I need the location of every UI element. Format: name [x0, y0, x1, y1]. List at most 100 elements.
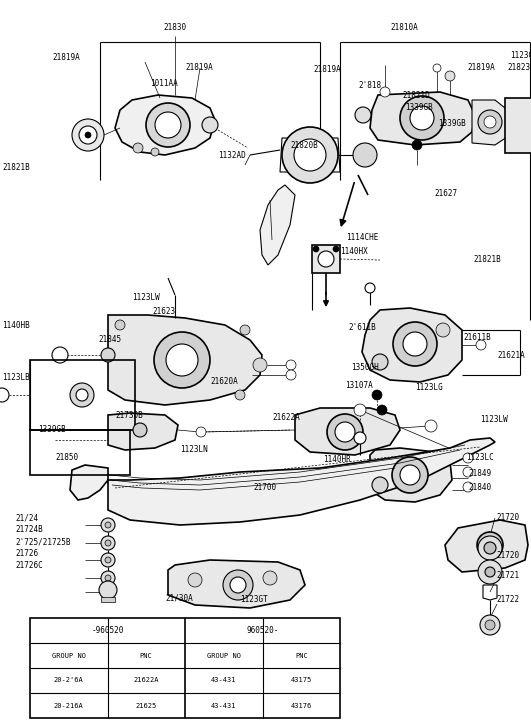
Polygon shape [108, 413, 178, 450]
Circle shape [105, 557, 111, 563]
Text: 2'818: 2'818 [358, 81, 381, 89]
Text: 21821D: 21821D [402, 90, 430, 100]
Polygon shape [445, 520, 528, 572]
Text: 1339GB: 1339GB [438, 119, 466, 127]
Circle shape [484, 542, 496, 554]
Circle shape [235, 390, 245, 400]
Bar [30, 360, 135, 430]
Text: 43175: 43175 [290, 678, 312, 683]
Text: 1350GH: 1350GH [351, 364, 379, 372]
Circle shape [101, 348, 115, 362]
Circle shape [485, 620, 495, 630]
Circle shape [230, 577, 246, 593]
Text: 43-431: 43-431 [211, 702, 236, 709]
Text: 21720: 21720 [496, 550, 519, 560]
Text: 1123LN: 1123LN [180, 446, 208, 454]
Polygon shape [70, 438, 495, 525]
Circle shape [355, 107, 371, 123]
Circle shape [478, 560, 502, 584]
Circle shape [101, 571, 115, 585]
Polygon shape [295, 408, 400, 455]
Text: 1123GV: 1123GV [510, 50, 531, 60]
Text: 21622A: 21622A [133, 678, 159, 683]
Text: 21730B: 21730B [115, 411, 143, 419]
Circle shape [445, 71, 455, 81]
Circle shape [105, 522, 111, 528]
Text: 21819A: 21819A [185, 63, 213, 73]
Circle shape [286, 370, 296, 380]
Circle shape [433, 64, 441, 72]
Text: 1339GB: 1339GB [405, 103, 433, 113]
Circle shape [253, 358, 267, 372]
Text: 1123LC: 1123LC [466, 454, 494, 462]
Text: 20-216A: 20-216A [54, 702, 83, 709]
Text: 1132AD: 1132AD [218, 150, 246, 159]
Text: 21611B: 21611B [463, 334, 491, 342]
Bar [101, 597, 115, 602]
Text: 21627: 21627 [434, 188, 457, 198]
Circle shape [52, 347, 68, 363]
Text: 21/30A: 21/30A [165, 593, 193, 603]
Circle shape [294, 139, 326, 171]
Circle shape [335, 422, 355, 442]
Circle shape [72, 119, 104, 151]
Circle shape [353, 143, 377, 167]
Polygon shape [370, 448, 452, 502]
Circle shape [223, 570, 253, 600]
Text: 21819A: 21819A [313, 65, 341, 74]
Text: 21724B: 21724B [15, 526, 43, 534]
Circle shape [484, 116, 496, 128]
Bar [30, 618, 340, 718]
Bar [30, 430, 130, 475]
Text: 21622A: 21622A [272, 414, 300, 422]
Circle shape [463, 467, 473, 477]
Text: 21623: 21623 [152, 308, 175, 316]
Circle shape [151, 148, 159, 156]
Text: 1123LW: 1123LW [132, 294, 160, 302]
Text: 21620A: 21620A [210, 377, 238, 387]
Polygon shape [362, 308, 462, 382]
Circle shape [313, 246, 319, 252]
Text: 1123LG: 1123LG [415, 384, 443, 393]
Text: 1011AA: 1011AA [150, 79, 178, 87]
Text: 1140HR: 1140HR [323, 456, 351, 465]
Bar [505, 98, 531, 153]
Circle shape [480, 615, 500, 635]
Circle shape [105, 575, 111, 581]
Circle shape [410, 106, 434, 130]
Circle shape [477, 532, 503, 558]
Text: 21845: 21845 [98, 335, 121, 345]
Text: 13107A: 13107A [345, 380, 373, 390]
Text: 21810A: 21810A [390, 23, 418, 33]
Circle shape [412, 140, 422, 150]
Circle shape [463, 453, 473, 463]
Circle shape [372, 477, 388, 493]
Circle shape [478, 536, 502, 560]
Circle shape [101, 553, 115, 567]
Circle shape [403, 332, 427, 356]
Circle shape [365, 283, 375, 293]
Polygon shape [260, 185, 295, 265]
Circle shape [99, 581, 117, 599]
Circle shape [485, 567, 495, 577]
Circle shape [436, 323, 450, 337]
Text: 21849: 21849 [468, 468, 491, 478]
Circle shape [286, 360, 296, 370]
Polygon shape [108, 315, 262, 405]
Text: 20-2'6A: 20-2'6A [54, 678, 83, 683]
Text: 1339GB: 1339GB [38, 425, 66, 435]
Text: 43-431: 43-431 [211, 678, 236, 683]
Circle shape [188, 573, 202, 587]
Text: 1123LB: 1123LB [2, 374, 30, 382]
Text: 21823A: 21823A [507, 63, 531, 73]
Circle shape [85, 132, 91, 138]
Circle shape [392, 457, 428, 493]
Circle shape [463, 482, 473, 492]
Circle shape [327, 414, 363, 450]
Polygon shape [115, 95, 215, 155]
Circle shape [133, 423, 147, 437]
Polygon shape [472, 100, 510, 145]
Circle shape [196, 427, 206, 437]
Text: 21625: 21625 [135, 702, 157, 709]
Text: 21850: 21850 [55, 454, 78, 462]
